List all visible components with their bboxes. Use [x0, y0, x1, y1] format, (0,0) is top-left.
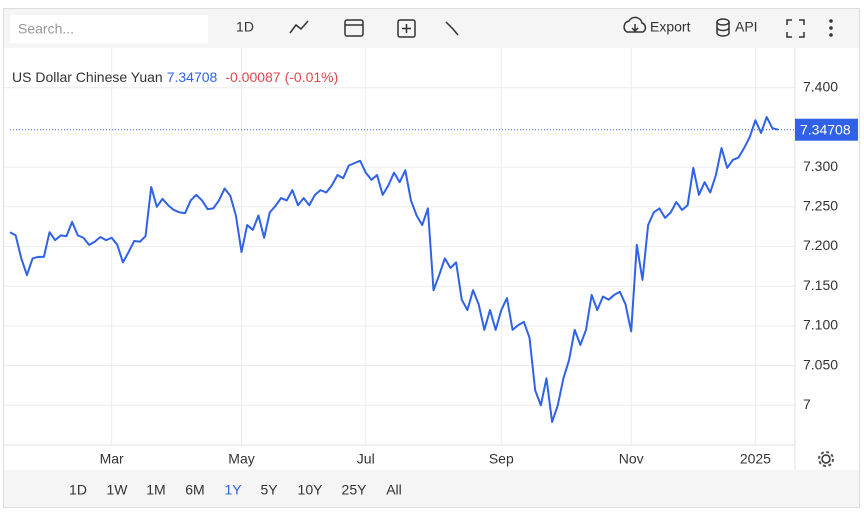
range-button[interactable]: 10Y	[298, 482, 324, 498]
price-change-percent: (-0.01%)	[285, 69, 339, 85]
range-button[interactable]: 1W	[107, 482, 129, 498]
last-price-badge	[795, 118, 858, 141]
y-tick-label: 7	[803, 396, 811, 412]
search-placeholder: Search...	[18, 21, 74, 37]
fullscreen-icon[interactable]	[786, 19, 805, 38]
settings-wrench-icon[interactable]	[445, 21, 459, 36]
x-tick-label: Mar	[100, 451, 124, 467]
y-tick-label: 7.400	[803, 78, 838, 94]
y-tick-label: 7.100	[803, 317, 838, 333]
grid	[4, 48, 795, 445]
export-icon[interactable]	[623, 16, 647, 33]
range-button[interactable]: All	[386, 482, 402, 498]
range-button[interactable]: 6M	[185, 482, 204, 498]
y-tick-label: 7.300	[803, 158, 838, 174]
instrument-name: US Dollar Chinese Yuan	[12, 69, 163, 85]
price-line	[9, 116, 779, 423]
last-price-label: 7.34708	[800, 121, 851, 137]
y-tick-label: 7.250	[803, 198, 838, 214]
x-tick-label: 2025	[740, 451, 771, 467]
range-bar	[4, 470, 859, 507]
range-button[interactable]: 5Y	[260, 482, 278, 498]
price-change: -0.00087	[225, 69, 280, 85]
menu-icon[interactable]	[829, 19, 833, 37]
range-button[interactable]: 1M	[146, 482, 165, 498]
settings-icon-teeth	[818, 451, 834, 467]
last-price: 7.34708	[167, 69, 218, 85]
range-button[interactable]: 1D	[69, 482, 87, 498]
interval-button[interactable]: 1D	[236, 19, 254, 35]
y-tick-label: 7.050	[803, 356, 838, 372]
api-button[interactable]: API	[735, 19, 758, 35]
range-button[interactable]: 25Y	[342, 482, 368, 498]
x-tick-label: May	[228, 451, 254, 467]
x-tick-label: Sep	[489, 451, 514, 467]
range-button[interactable]: 1Y	[224, 482, 242, 498]
y-tick-label: 7.150	[803, 277, 838, 293]
calendar-icon[interactable]	[344, 19, 364, 37]
add-icon[interactable]	[397, 19, 416, 38]
add-icon-plus	[402, 24, 411, 33]
x-tick-label: Jul	[357, 451, 375, 467]
export-button[interactable]: Export	[650, 19, 691, 35]
api-icon-body	[716, 22, 730, 37]
search-box[interactable]	[10, 15, 208, 43]
settings-icon[interactable]	[821, 454, 831, 464]
plot: 7.34708	[9, 116, 858, 423]
chart-type-icon[interactable]	[289, 20, 309, 34]
range-buttons: 1D 1W 1M 6M 1Y 5Y 10Y 25Y All	[69, 482, 402, 498]
legend-header: US Dollar Chinese Yuan 7.34708 -0.00087 (-0…	[12, 69, 338, 85]
y-tick-label: 7.200	[803, 237, 838, 253]
x-tick-label: Nov	[619, 451, 644, 467]
